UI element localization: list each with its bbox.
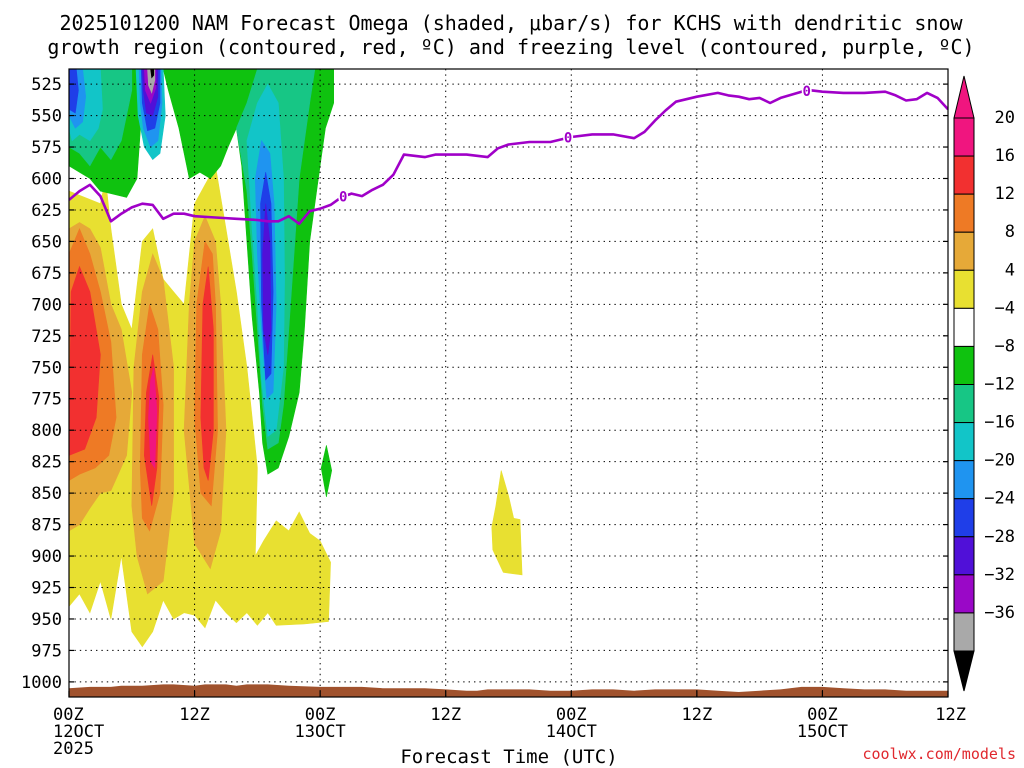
y-tick-label-5: 650 [31, 232, 62, 252]
colorbar-label-1: 16 [995, 146, 1015, 166]
colorbar-label-13: −36 [984, 603, 1015, 623]
x-tick-label-6-2: 15OCT [797, 722, 848, 742]
x-tick-label-4-2: 14OCT [546, 722, 597, 742]
x-tick-label-0-1: 00Z [53, 705, 84, 725]
colorbar-label-4: 4 [1005, 260, 1015, 280]
y-tick-label-17: 950 [31, 610, 62, 630]
colorbar-swatch-7 [953, 384, 975, 424]
credit-text[interactable]: coolwx.com/models [862, 745, 1016, 763]
y-tick-label-12: 825 [31, 453, 62, 473]
x-tick-label-1-1: 12Z [179, 705, 210, 725]
colorbar-swatch-6 [953, 345, 975, 385]
colorbar-swatch-12 [953, 574, 975, 614]
y-tick-label-10: 775 [31, 390, 62, 410]
omega-region-1 [491, 470, 523, 576]
colorbar-label-2: 12 [995, 184, 1015, 204]
omega-region-13 [320, 445, 333, 497]
colorbar-swatch-11 [953, 536, 975, 576]
x-tick-label-2-2: 13OCT [295, 722, 346, 742]
chart-title-line-2: growth region (contoured, red, ºC) and f… [47, 35, 974, 59]
y-tick-label-18: 975 [31, 641, 62, 661]
pressure-axis: 525 550 575 600 625 650 675 700 725 750 775 800 825 8… [21, 75, 948, 693]
y-tick-label-11: 800 [31, 421, 62, 441]
colorbar-swatch-2 [953, 193, 975, 233]
chart-title-line-1: 2025101200 NAM Forecast Omega (shaded, μ… [59, 11, 963, 35]
colorbar-swatch-4 [953, 269, 975, 309]
freezing-level-label-1: 0 [564, 131, 572, 147]
colorbar-label-8: −16 [984, 413, 1015, 433]
colorbar-upper-arrow [953, 75, 975, 119]
y-tick-label-19: 1000 [21, 673, 62, 693]
x-tick-label-7-1: 12Z [935, 705, 966, 725]
x-tick-label-0-3: 2025 [53, 739, 94, 759]
y-tick-label-9: 750 [31, 358, 62, 378]
y-tick-label-1: 550 [31, 107, 62, 127]
y-tick-label-13: 850 [31, 484, 62, 504]
colorbar-lower-arrow [953, 650, 975, 692]
omega-region-30 [150, 69, 155, 79]
colorbar-label-9: −20 [984, 451, 1015, 471]
colorbar-swatch-8 [953, 422, 975, 462]
terrain-area [69, 684, 948, 697]
omega-region-8 [69, 265, 101, 456]
colorbar-swatch-3 [953, 231, 975, 271]
colorbar-label-6: −8 [995, 336, 1015, 356]
freezing-label-bg-1 [563, 130, 574, 145]
y-tick-label-0: 525 [31, 75, 62, 95]
colorbar-label-5: −4 [995, 298, 1015, 318]
y-tick-label-6: 675 [31, 264, 62, 284]
y-tick-label-7: 700 [31, 295, 62, 315]
colorbar-label-10: −24 [984, 489, 1015, 509]
y-tick-label-15: 900 [31, 547, 62, 567]
colorbar-label-0: 20 [995, 108, 1015, 128]
colorbar-label-3: 8 [1005, 222, 1015, 242]
colorbar-label-11: −28 [984, 527, 1015, 547]
y-tick-label-3: 600 [31, 169, 62, 189]
x-tick-label-5-1: 12Z [681, 705, 712, 725]
plot-frame [68, 68, 949, 698]
freezing-level-line [69, 89, 948, 226]
chart-title: 2025101200 NAM Forecast Omega (shaded, μ… [47, 11, 974, 59]
x-tick-label-0-2: 12OCT [53, 722, 104, 742]
freezing-label-bg-0 [338, 189, 349, 204]
y-tick-label-16: 925 [31, 579, 62, 599]
colorbar-swatch-5 [953, 307, 975, 347]
colorbar-swatch-10 [953, 498, 975, 538]
colorbar-swatch-9 [953, 460, 975, 500]
omega-region-23 [69, 69, 79, 114]
x-tick-label-3-1: 12Z [430, 705, 461, 725]
x-tick-label-4-1: 00Z [556, 705, 587, 725]
colorbar-label-12: −32 [984, 565, 1015, 585]
y-tick-label-8: 725 [31, 327, 62, 347]
colorbar-label-7: −12 [984, 375, 1015, 395]
x-tick-label-6-1: 00Z [807, 705, 838, 725]
y-tick-label-4: 625 [31, 201, 62, 221]
freezing-level-layer: 0 0 0 [69, 84, 948, 226]
freezing-level-label-0: 0 [339, 190, 347, 206]
colorbar-swatch-0 [953, 117, 975, 157]
x-axis-label: Forecast Time (UTC) [400, 746, 617, 768]
x-tick-label-2-1: 00Z [305, 705, 336, 725]
terrain-layer [69, 684, 948, 697]
omega-colorbar: 20 16 12 8 4 −4 −8 −12 −16 −20 −24 −28 −32 −36 [953, 75, 1015, 692]
freezing-level-label-2: 0 [803, 84, 811, 100]
colorbar-swatch-13 [953, 612, 975, 652]
freezing-label-bg-2 [801, 84, 812, 99]
y-tick-label-14: 875 [31, 516, 62, 536]
omega-region-10 [200, 266, 214, 481]
y-tick-label-2: 575 [31, 138, 62, 158]
colorbar-swatch-1 [953, 155, 975, 195]
